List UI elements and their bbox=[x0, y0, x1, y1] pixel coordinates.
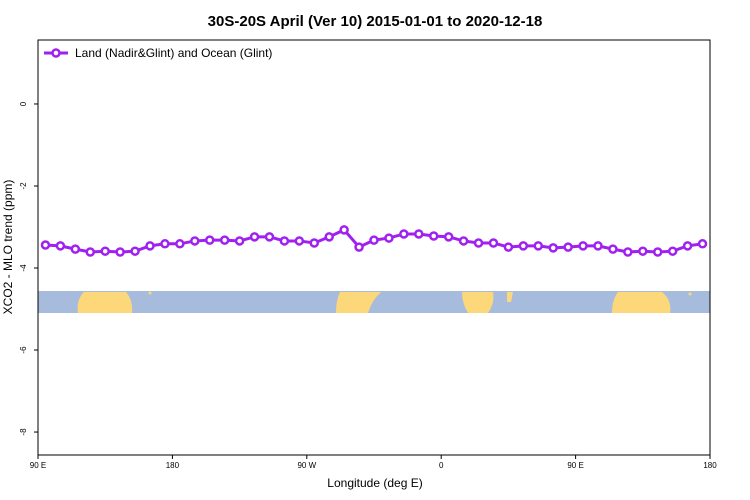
point bbox=[563, 242, 573, 252]
point bbox=[667, 246, 678, 256]
legend-marker bbox=[51, 48, 61, 58]
point bbox=[100, 246, 110, 256]
point bbox=[160, 239, 170, 249]
point bbox=[55, 241, 66, 251]
plot-frame bbox=[37, 39, 711, 456]
y-tick-label: -4 bbox=[19, 264, 28, 272]
point bbox=[369, 235, 379, 245]
point bbox=[503, 242, 514, 252]
point bbox=[339, 225, 349, 235]
point bbox=[399, 229, 409, 239]
point bbox=[638, 246, 648, 256]
chart-title: 30S-20S April (Ver 10) 2015-01-01 to 202… bbox=[208, 13, 543, 30]
point bbox=[264, 232, 275, 242]
land-map bbox=[38, 291, 710, 313]
point bbox=[593, 241, 603, 251]
point bbox=[70, 244, 81, 254]
point bbox=[623, 247, 633, 257]
point bbox=[578, 241, 588, 251]
point bbox=[219, 235, 230, 245]
x-tick-label: 180 bbox=[166, 461, 180, 470]
point bbox=[518, 241, 529, 251]
point bbox=[682, 241, 693, 251]
point bbox=[443, 232, 454, 242]
point bbox=[652, 247, 663, 257]
y-tick-label: -2 bbox=[19, 182, 28, 190]
x-axis-label: Longitude (deg E) bbox=[327, 476, 422, 490]
y-tick-label: -6 bbox=[19, 346, 28, 354]
y-axis-label: XCO2 - MLO trend (ppm) bbox=[1, 180, 15, 315]
point bbox=[175, 239, 185, 249]
x-tick-label: 180 bbox=[703, 461, 717, 470]
point bbox=[249, 232, 260, 242]
point bbox=[130, 246, 140, 256]
point bbox=[204, 235, 215, 245]
x-tick-label: 0 bbox=[439, 461, 444, 470]
point bbox=[190, 236, 200, 246]
point bbox=[85, 247, 96, 257]
point bbox=[309, 238, 320, 248]
point bbox=[234, 236, 245, 246]
x-tick-label: 90 E bbox=[30, 461, 46, 470]
point bbox=[473, 238, 484, 248]
point bbox=[324, 232, 334, 242]
y-tick-label: -8 bbox=[19, 428, 28, 436]
point bbox=[428, 231, 439, 241]
point bbox=[414, 229, 424, 239]
point bbox=[384, 233, 394, 243]
y-tick-label: 0 bbox=[19, 101, 28, 106]
legend-label: Land (Nadir&Glint) and Ocean (Glint) bbox=[75, 46, 272, 60]
point bbox=[697, 239, 708, 249]
point bbox=[40, 240, 51, 250]
point bbox=[548, 243, 558, 253]
point bbox=[458, 236, 469, 246]
x-tick-label: 90 W bbox=[297, 461, 316, 470]
point bbox=[354, 242, 364, 252]
point bbox=[488, 238, 499, 248]
point bbox=[279, 236, 290, 246]
x-tick-label: 90 E bbox=[567, 461, 583, 470]
point bbox=[294, 236, 305, 246]
point bbox=[115, 247, 125, 257]
point bbox=[608, 244, 618, 254]
point bbox=[533, 241, 544, 251]
point bbox=[145, 241, 155, 251]
